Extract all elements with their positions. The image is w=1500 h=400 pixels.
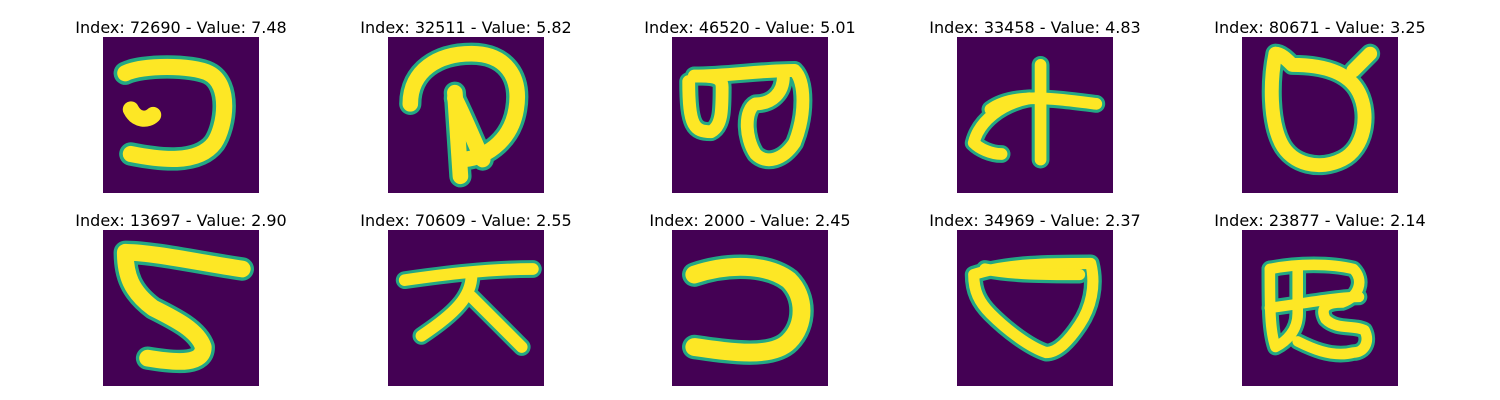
panel-image bbox=[672, 230, 828, 386]
panel-image bbox=[103, 230, 259, 386]
panel-title: Index: 13697 - Value: 2.90 bbox=[75, 211, 287, 230]
panel-4: Index: 33458 - Value: 4.83 bbox=[929, 18, 1141, 193]
panel-title: Index: 23877 - Value: 2.14 bbox=[1214, 211, 1426, 230]
panel-9: Index: 34969 - Value: 2.37 bbox=[929, 211, 1141, 386]
panel-10: Index: 23877 - Value: 2.14 bbox=[1214, 211, 1426, 386]
panel-6: Index: 13697 - Value: 2.90 bbox=[75, 211, 287, 386]
panel-image bbox=[388, 230, 544, 386]
character-glyph-5 bbox=[1261, 43, 1381, 176]
character-glyph-1 bbox=[113, 55, 236, 171]
panel-image bbox=[672, 37, 828, 193]
panel-title: Index: 32511 - Value: 5.82 bbox=[360, 18, 572, 37]
character-glyph-10 bbox=[1261, 256, 1376, 363]
panel-image bbox=[103, 37, 259, 193]
panel-title: Index: 80671 - Value: 3.25 bbox=[1214, 18, 1426, 37]
character-glyph-4 bbox=[964, 55, 1106, 169]
character-glyph-9 bbox=[964, 254, 1102, 362]
panel-8: Index: 2000 - Value: 2.45 bbox=[649, 211, 851, 386]
panel-image bbox=[1242, 37, 1398, 193]
character-glyph-6 bbox=[113, 240, 254, 374]
panel-2: Index: 32511 - Value: 5.82 bbox=[360, 18, 572, 193]
panel-1: Index: 72690 - Value: 7.48 bbox=[75, 18, 287, 193]
panel-title: Index: 34969 - Value: 2.37 bbox=[929, 211, 1141, 230]
panel-3: Index: 46520 - Value: 5.01 bbox=[644, 18, 856, 193]
panel-5: Index: 80671 - Value: 3.25 bbox=[1214, 18, 1426, 193]
panel-title: Index: 70609 - Value: 2.55 bbox=[360, 211, 572, 230]
character-glyph-2 bbox=[399, 42, 529, 188]
panel-title: Index: 2000 - Value: 2.45 bbox=[649, 211, 851, 230]
character-glyph-3 bbox=[679, 60, 813, 170]
panel-title: Index: 72690 - Value: 7.48 bbox=[75, 18, 287, 37]
panel-image bbox=[957, 37, 1113, 193]
panel-image bbox=[957, 230, 1113, 386]
character-glyph-7 bbox=[395, 260, 542, 356]
panel-title: Index: 46520 - Value: 5.01 bbox=[644, 18, 856, 37]
panel-title: Index: 33458 - Value: 4.83 bbox=[929, 18, 1141, 37]
panel-image bbox=[1242, 230, 1398, 386]
panel-7: Index: 70609 - Value: 2.55 bbox=[360, 211, 572, 386]
character-glyph-8 bbox=[682, 254, 814, 365]
panel-image bbox=[388, 37, 544, 193]
